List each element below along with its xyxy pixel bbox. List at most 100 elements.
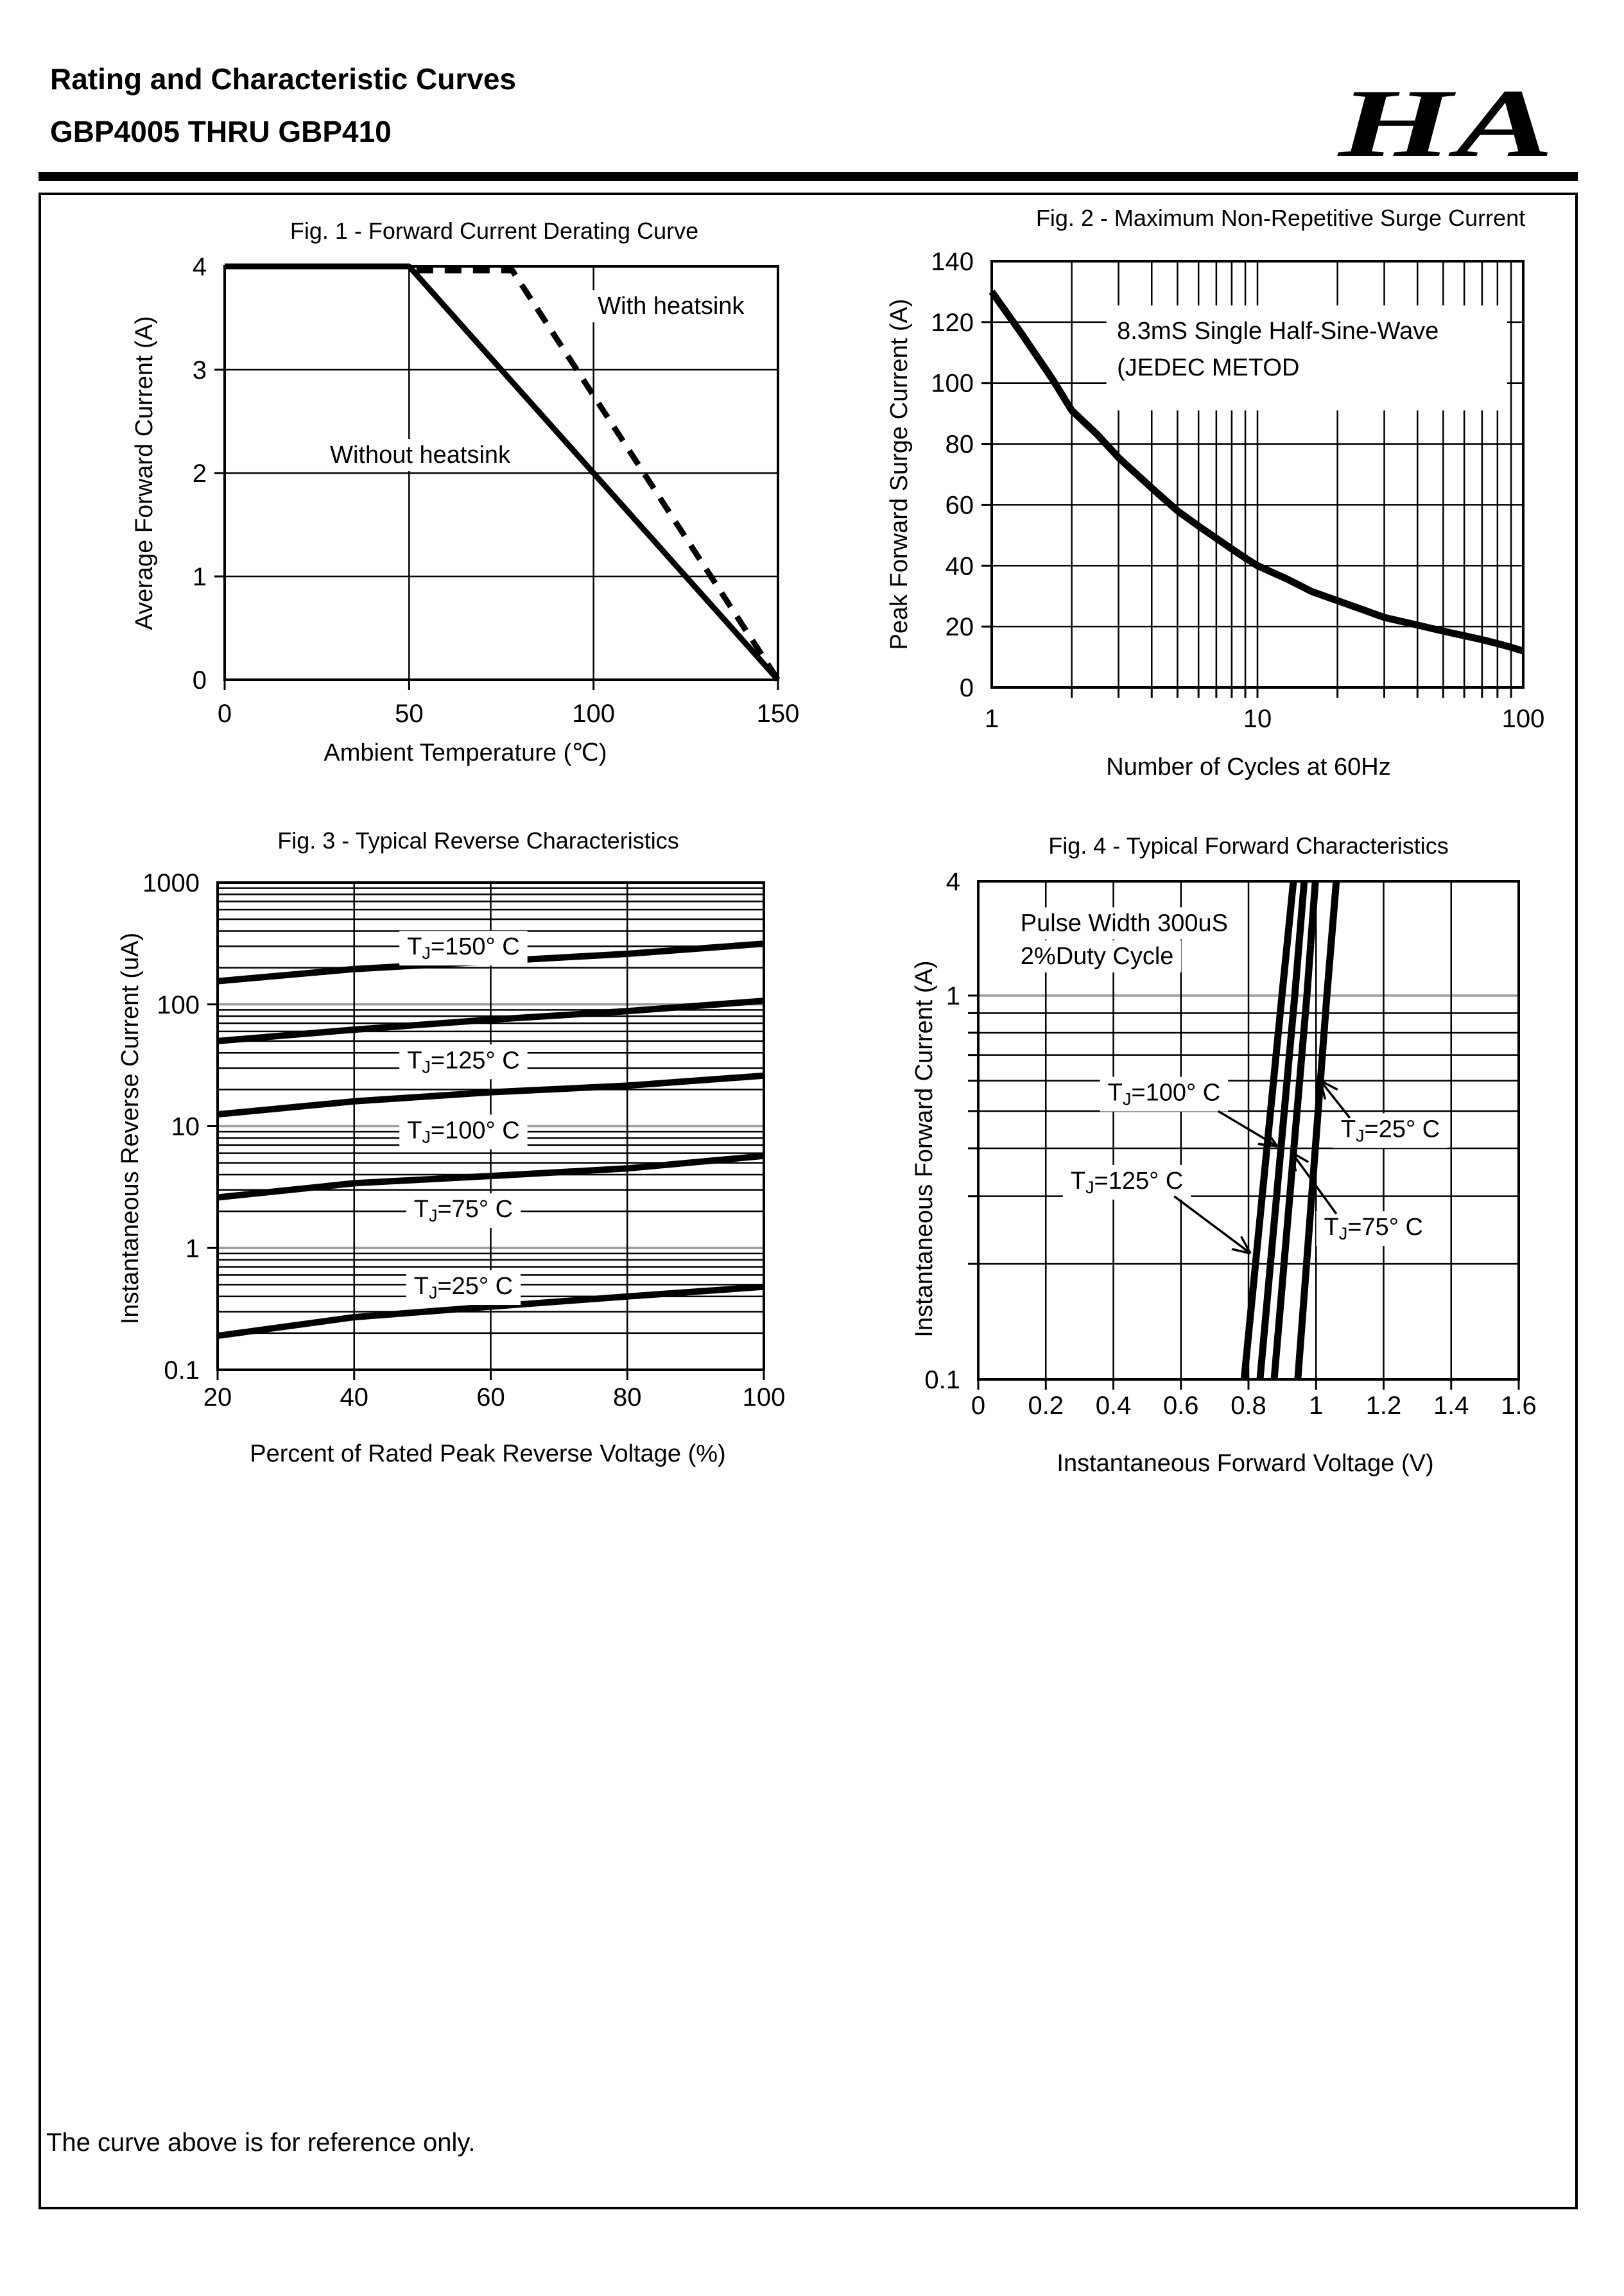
- fig1-title: Fig. 1 - Forward Current Derating Curve: [290, 218, 698, 244]
- fig3-label-t-j-150-c-bg: [399, 931, 528, 966]
- fig3-ytick-1: 1: [186, 1234, 200, 1263]
- fig1: With heatsink Without heatsink Fig. 1 - Fo…: [131, 218, 799, 766]
- fig3-xtick-100: 100: [743, 1383, 786, 1411]
- fig4-label-pulse-width-300us-text: Pulse Width 300uS: [1021, 910, 1228, 937]
- fig4-arrow-3-head0: [1290, 1152, 1297, 1172]
- fig3-label-t-j-100-c-text: TJ=100° C: [407, 1117, 520, 1146]
- fig3-label-t-j-125-c: TJ=125° C: [399, 1044, 528, 1080]
- fig3-ylabel: Instantaneous Reverse Current (uA): [117, 933, 144, 1324]
- fig1-curve-with-heatsink: [416, 267, 781, 682]
- fig3-xtick-60: 60: [476, 1383, 505, 1411]
- fig2-ytick-60: 60: [946, 491, 974, 519]
- fig4-ytick-4: 4: [946, 868, 960, 896]
- fig4-label-t-j-100-c: TJ=100° C: [1100, 1076, 1229, 1112]
- fig4-label-t-j-100-c-text: TJ=100° C: [1108, 1080, 1221, 1109]
- fig3-ytick-0.1: 0.1: [164, 1356, 200, 1385]
- fig4-curve-t-j-75-c: [1270, 881, 1319, 1380]
- fig1-label-with-heatsink: With heatsink: [590, 290, 753, 323]
- fig4-arrow-2: [1173, 1195, 1252, 1255]
- fig1-curve-without-heatsink: [225, 263, 781, 682]
- fig3-label-t-j-150-c: TJ=150° C: [399, 931, 528, 966]
- fig3-label-t-j-125-c-bg: [399, 1044, 528, 1080]
- fig4-curve-t-j-100-c: [1256, 881, 1308, 1380]
- fig1-label-without-heatsink-text: Without heatsink: [330, 442, 511, 469]
- fig2-plot-border: [990, 260, 1525, 689]
- fig4-label-2-duty-cycle-bg: [1012, 940, 1182, 973]
- fig1-xtick-0: 0: [218, 700, 232, 728]
- fig2-ytick-0: 0: [960, 674, 974, 702]
- fig4-label-t-j-75-c: TJ=75° C: [1316, 1211, 1431, 1247]
- fig4-label-2-duty-cycle-text: 2%Duty Cycle: [1021, 943, 1174, 970]
- fig2-xtick-10: 10: [1243, 705, 1272, 733]
- fig3-label-t-j-75-c: TJ=75° C: [406, 1193, 521, 1229]
- fig4-arrow-0-head0: [1265, 1130, 1279, 1147]
- fig1-label-without-heatsink-bg: [322, 439, 519, 472]
- fig4-arrow-2-head1: [1231, 1248, 1251, 1255]
- fig4-arrow-0: [1217, 1110, 1278, 1148]
- page-title: Rating and Characteristic Curves: [50, 62, 517, 96]
- fig4-xtick-1.6: 1.6: [1501, 1392, 1537, 1420]
- fig2-ytick-20: 20: [946, 613, 974, 641]
- footer-note: The curve above is for reference only.: [46, 2128, 476, 2157]
- fig3-curve-t-j-25-c: [217, 1283, 764, 1340]
- fig1-ytick-4: 4: [193, 253, 207, 281]
- fig4-curve-t-j-25-c: [1294, 881, 1340, 1380]
- fig4-label-t-j-125-c-text: TJ=125° C: [1071, 1168, 1184, 1197]
- fig1-ytick-3: 3: [193, 356, 207, 384]
- fig3-title: Fig. 3 - Typical Reverse Characteristics: [277, 827, 679, 854]
- fig4-label-2-duty-cycle: 2%Duty Cycle: [1012, 940, 1182, 973]
- fig4-arrow-2-head0: [1240, 1236, 1252, 1254]
- fig1-label-without-heatsink: Without heatsink: [322, 439, 519, 472]
- fig1-xtick-50: 50: [395, 700, 424, 728]
- fig3-xtick-40: 40: [340, 1383, 369, 1411]
- fig3-label-t-j-75-c-bg: [406, 1193, 521, 1229]
- fig4-label-t-j-125-c-bg: [1062, 1164, 1191, 1200]
- fig3-curve-t-j-75-c: [217, 1152, 764, 1201]
- fig4-xlabel: Instantaneous Forward Voltage (V): [1057, 1450, 1433, 1477]
- fig4-ytick-0.1: 0.1: [924, 1366, 960, 1394]
- fig3-label-t-j-125-c-text: TJ=125° C: [407, 1047, 520, 1076]
- fig4-xtick-1.2: 1.2: [1366, 1392, 1402, 1420]
- fig2-ytick-100: 100: [931, 370, 974, 398]
- fig2-xlabel: Number of Cycles at 60Hz: [1106, 754, 1391, 781]
- fig3-xtick-20: 20: [203, 1383, 232, 1411]
- fig3-xtick-80: 80: [613, 1383, 642, 1411]
- fig4-xtick-0.6: 0.6: [1163, 1392, 1199, 1420]
- fig2-xtick-100: 100: [1502, 705, 1545, 733]
- brand-logo: HA: [1338, 69, 1558, 177]
- fig4-label-t-j-25-c-text: TJ=25° C: [1341, 1116, 1440, 1145]
- fig2-ylabel: Peak Forward Surge Current (A): [886, 299, 913, 650]
- fig3-ytick-10: 10: [171, 1113, 200, 1141]
- fig2-ytick-120: 120: [931, 309, 974, 337]
- fig1-xtick-150: 150: [757, 700, 800, 728]
- page-subtitle: GBP4005 THRU GBP410: [50, 115, 392, 148]
- fig2-annotation-bg: [1106, 305, 1507, 411]
- fig1-plot-border: [223, 265, 779, 681]
- fig3-label-t-j-25-c: TJ=25° C: [406, 1270, 521, 1306]
- fig1-ytick-0: 0: [193, 666, 207, 695]
- fig1-ytick-2: 2: [193, 460, 207, 488]
- fig4-label-t-j-100-c-bg: [1100, 1076, 1229, 1112]
- fig4-arrow-1-head1: [1320, 1080, 1338, 1091]
- fig1-label-with-heatsink-bg: [590, 290, 753, 323]
- fig3-label-t-j-150-c-text: TJ=150° C: [407, 933, 520, 963]
- fig3-curve-t-j-100-c: [217, 1072, 764, 1118]
- fig4-label-t-j-125-c: TJ=125° C: [1062, 1164, 1191, 1200]
- fig4-label-t-j-75-c-text: TJ=75° C: [1324, 1214, 1423, 1243]
- fig4-arrow-3-head1: [1291, 1152, 1309, 1164]
- fig3-label-t-j-75-c-text: TJ=75° C: [414, 1196, 513, 1225]
- fig3-curve-t-j-125-c: [217, 997, 764, 1044]
- header-rule: [39, 172, 1578, 181]
- fig2-annotation-line2: (JEDEC METOD: [1117, 354, 1299, 381]
- fig1-xtick-100: 100: [572, 700, 615, 728]
- fig3-label-t-j-25-c-text: TJ=25° C: [414, 1273, 513, 1302]
- fig4-xtick-0: 0: [971, 1392, 985, 1420]
- fig4-ylabel: Instantaneous Forward Current (A): [911, 960, 938, 1337]
- fig2-curve-peak-forward-surge-current: [989, 289, 1525, 655]
- fig4-xtick-0.8: 0.8: [1231, 1392, 1266, 1420]
- fig4-xtick-1.4: 1.4: [1433, 1392, 1469, 1420]
- fig3: TJ=150° C TJ=125° C TJ=100° C TJ=75° C TJ=25…: [117, 827, 785, 1467]
- fig4-label-pulse-width-300us: Pulse Width 300uS: [1012, 907, 1236, 940]
